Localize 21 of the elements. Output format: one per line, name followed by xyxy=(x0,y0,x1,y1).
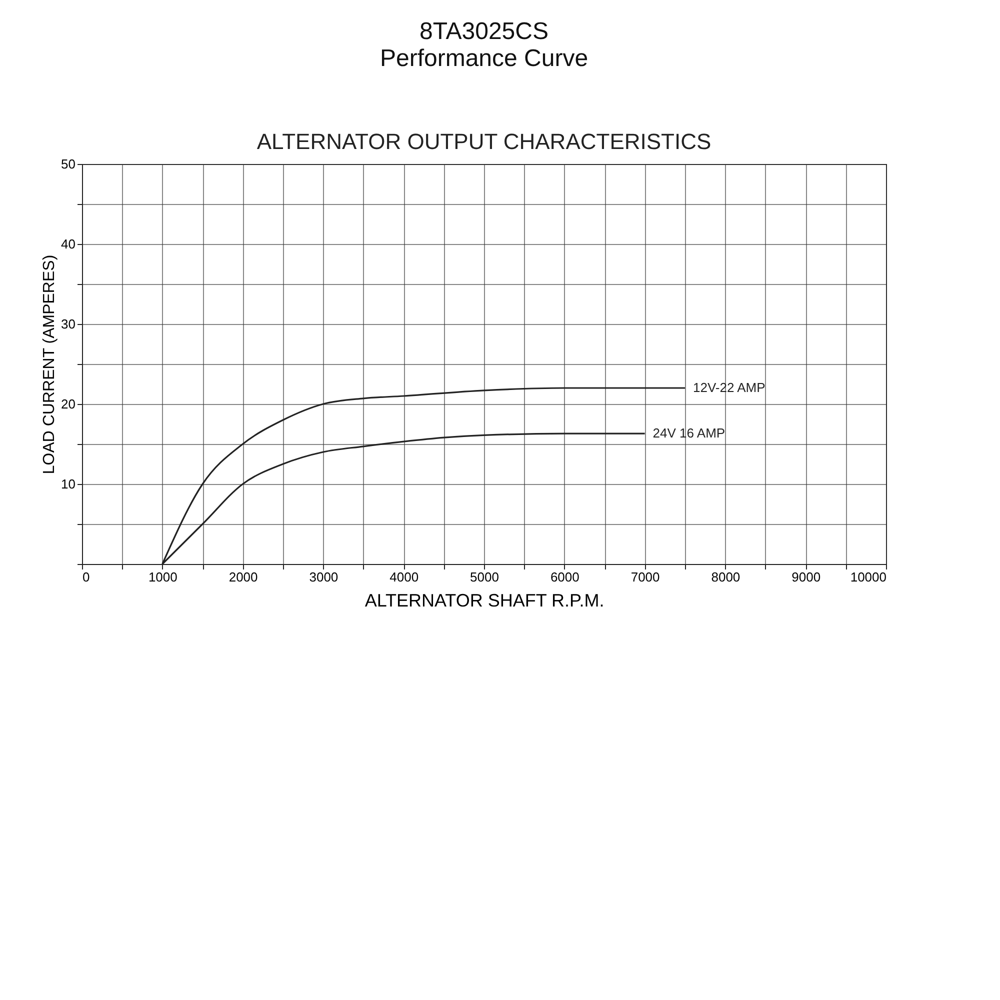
y-tick-label: 50 xyxy=(61,156,76,172)
x-tick-label: 0 xyxy=(82,570,90,584)
x-tick-label: 10000 xyxy=(850,570,886,584)
x-tick-label: 6000 xyxy=(550,570,580,584)
x-tick-label: 3000 xyxy=(309,570,338,584)
chart-title: 8TA3025CS xyxy=(420,18,548,45)
x-tick-label: 1000 xyxy=(148,570,178,584)
y-tick-label: 20 xyxy=(61,396,76,412)
y-tick-label: 40 xyxy=(61,236,76,252)
x-tick-label: 9000 xyxy=(792,570,821,584)
x-tick-label: 8000 xyxy=(711,570,740,584)
x-tick-label: 4000 xyxy=(390,570,419,584)
chart-subtitle: Performance Curve xyxy=(380,45,588,72)
x-tick-label: 7000 xyxy=(630,570,660,584)
y-axis-title: LOAD CURRENT (AMPERES) xyxy=(41,254,58,474)
y-tick-label: 10 xyxy=(61,476,76,492)
y-tick-label: 30 xyxy=(61,316,76,332)
x-tick-label: 2000 xyxy=(228,570,258,584)
x-axis-title: ALTERNATOR SHAFT R.P.M. xyxy=(364,590,604,610)
text: ALTERNATOR OUTPUT CHARACTERISTICS xyxy=(256,129,712,154)
x-tick-label: 5000 xyxy=(470,570,499,584)
